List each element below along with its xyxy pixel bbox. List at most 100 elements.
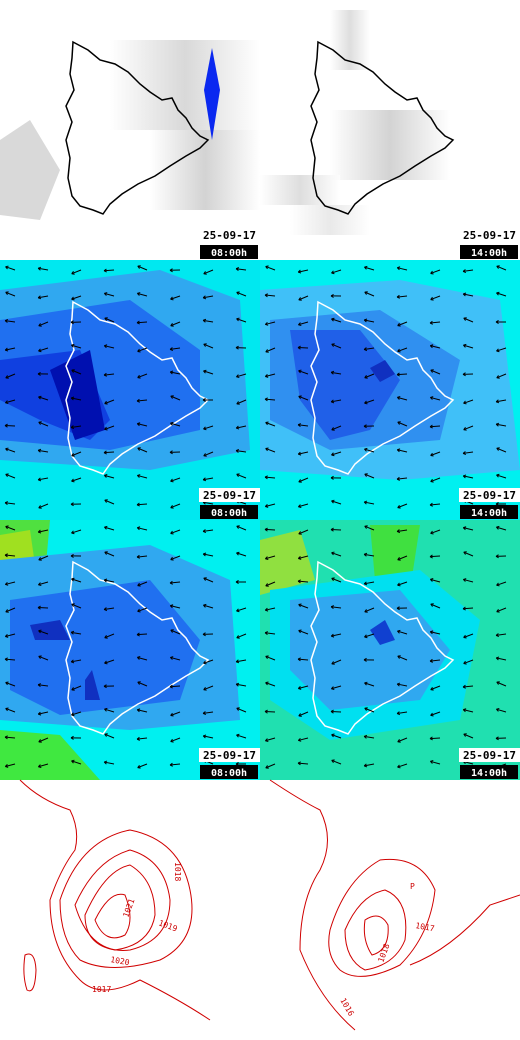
- arrow-head: [331, 317, 335, 322]
- wind-arrow: [104, 579, 115, 583]
- arrow-head: [71, 296, 75, 301]
- wind-arrow: [5, 682, 16, 687]
- arrow-head: [70, 630, 75, 635]
- wind-arrow: [397, 555, 408, 561]
- arrow-head: [137, 447, 141, 451]
- wind-arrow: [397, 503, 408, 509]
- arrow-head: [103, 474, 108, 478]
- wind-arrow: [203, 529, 214, 532]
- arrow-head: [70, 659, 75, 664]
- wind-arrow: [71, 369, 82, 375]
- arrow-head: [463, 551, 467, 555]
- arrow-head: [265, 765, 269, 769]
- timestamp: 25-09-17 08:00h: [199, 748, 260, 779]
- arrow-head: [203, 660, 207, 665]
- arrow-head: [38, 739, 42, 743]
- wind-arrow: [236, 373, 247, 378]
- arrow-head: [235, 659, 240, 664]
- wind-arrow: [104, 633, 115, 639]
- arrow-head: [202, 318, 207, 323]
- arrow-head: [38, 395, 42, 400]
- arrow-head: [462, 606, 466, 611]
- wind-arrow: [397, 763, 408, 768]
- wind-arrow: [430, 321, 441, 324]
- arrow-head: [363, 347, 368, 352]
- arrow-head: [202, 552, 207, 557]
- wind-arrow: [203, 604, 214, 609]
- wind-arrow: [38, 503, 49, 509]
- wind-arrow: [364, 319, 375, 323]
- wind-arrow: [236, 552, 247, 557]
- wind-arrow: [38, 630, 49, 635]
- wind-arrow: [429, 425, 441, 428]
- wind-arrow: [104, 551, 115, 557]
- arrow-head: [169, 684, 173, 689]
- wind-arrow: [298, 529, 309, 535]
- arrow-head: [235, 682, 240, 687]
- wind-arrow: [236, 659, 247, 663]
- date-label: 25-09-17: [463, 489, 516, 502]
- wind-arrow: [264, 294, 276, 297]
- arrow-head: [38, 348, 42, 353]
- wind-arrow: [429, 737, 441, 740]
- arrow-head: [298, 369, 302, 374]
- wind-arrow: [463, 659, 474, 665]
- arrow-head: [70, 425, 75, 430]
- arrow-head: [103, 578, 108, 583]
- arrow-head: [495, 399, 500, 404]
- wind-arrow: [137, 607, 148, 612]
- wind-arrow: [137, 347, 148, 352]
- wind-arrow: [104, 292, 115, 297]
- arrow-head: [203, 426, 207, 431]
- arrow-head: [364, 609, 368, 613]
- arrow-head: [136, 398, 140, 403]
- arrow-head: [331, 759, 335, 764]
- wind-arrow: [496, 292, 507, 297]
- arrow-head: [236, 635, 240, 639]
- wind-arrow: [397, 630, 408, 635]
- arrow-head: [364, 375, 368, 379]
- wind-arrow: [265, 632, 276, 635]
- arrow-head: [495, 320, 499, 324]
- arrow-head: [37, 266, 42, 271]
- wind-arrow: [430, 529, 441, 534]
- arrow-head: [71, 712, 75, 717]
- arrow-head: [70, 320, 74, 325]
- wind-arrow: [71, 295, 82, 300]
- wind-arrow: [331, 451, 342, 456]
- wind-arrow: [104, 425, 115, 430]
- wind-arrow: [137, 423, 148, 427]
- wind-arrow: [5, 763, 16, 767]
- wind-arrow: [331, 633, 342, 637]
- wind-arrow: [236, 633, 247, 639]
- arrow-head: [430, 296, 434, 301]
- wind-arrow: [463, 317, 474, 323]
- timestamp: 25-09-17 14:00h: [459, 748, 520, 779]
- arrow-head: [331, 343, 335, 347]
- arrow-head: [462, 372, 466, 377]
- arrow-head: [430, 686, 434, 691]
- arrow-head: [265, 655, 269, 660]
- wind-arrow: [265, 503, 276, 507]
- wind-arrow: [5, 291, 16, 297]
- wind-arrow: [170, 347, 181, 350]
- arrow-head: [330, 605, 335, 609]
- wind-arrow: [203, 451, 214, 457]
- arrow-head: [37, 711, 42, 716]
- arrow-head: [429, 344, 434, 349]
- island-outlines: [65, 40, 455, 735]
- arrow-head: [103, 268, 107, 273]
- arrow-head: [397, 421, 401, 425]
- arrow-head: [397, 348, 401, 353]
- wind-arrow: [364, 525, 375, 531]
- wind-arrow: [397, 737, 408, 743]
- arrow-head: [37, 683, 42, 687]
- arrow-head: [429, 424, 433, 429]
- arrow-head: [104, 551, 108, 555]
- arrow-head: [331, 686, 335, 691]
- wind-arrow: [137, 709, 148, 713]
- wind-arrow: [203, 295, 214, 299]
- wind-arrow: [463, 633, 474, 638]
- arrow-head: [330, 475, 334, 480]
